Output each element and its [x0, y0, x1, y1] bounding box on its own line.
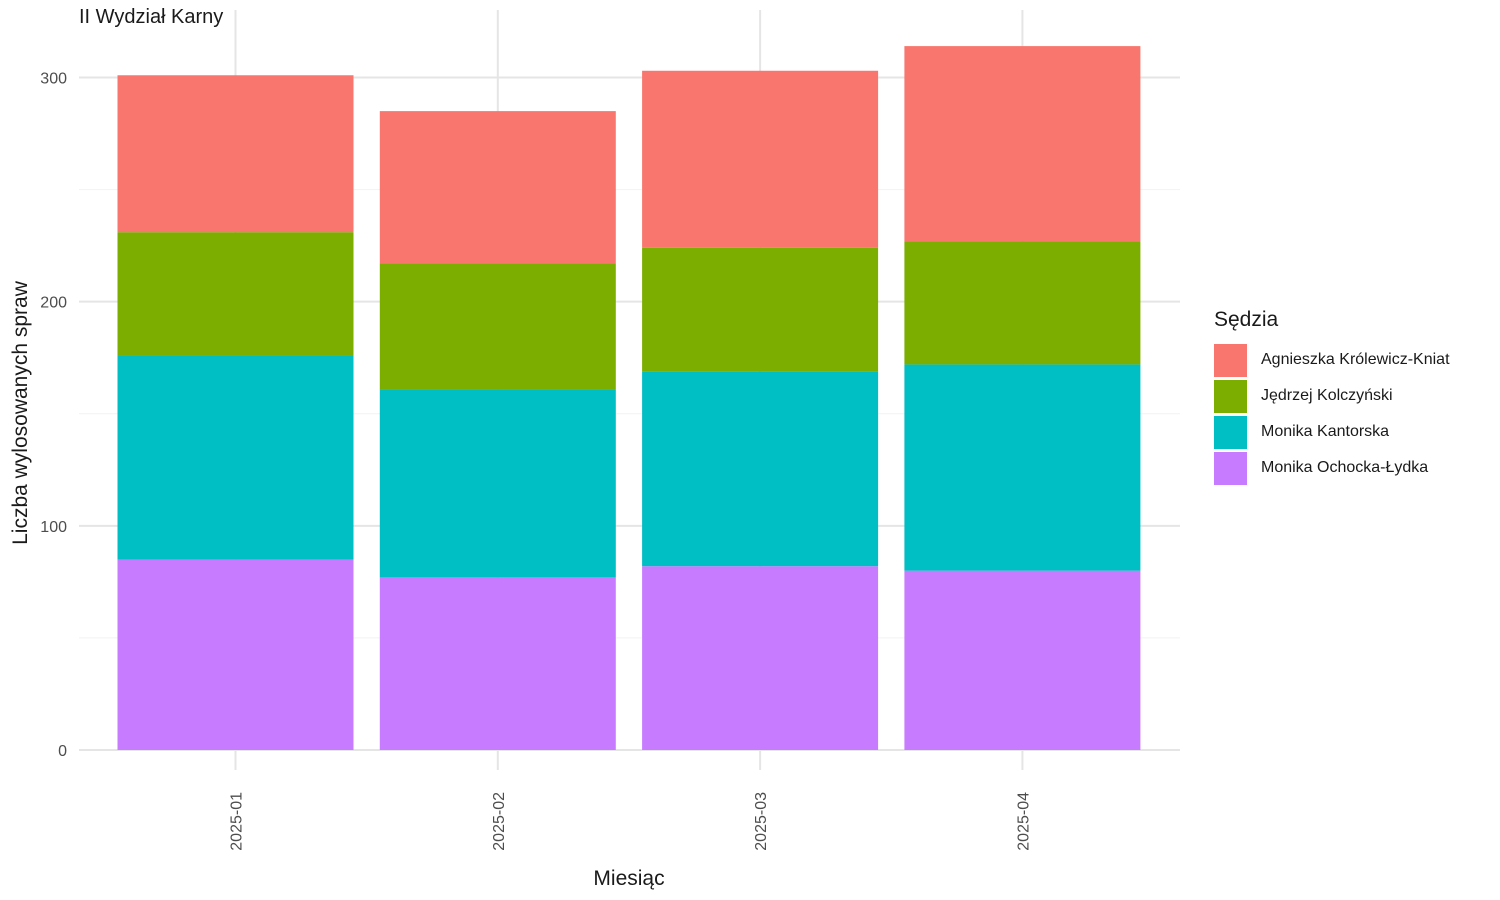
legend-key [1214, 379, 1247, 413]
legend-title: Sędzia [1214, 308, 1279, 331]
bars [117, 46, 1141, 750]
bar-segment [904, 46, 1141, 242]
legend-key [1214, 343, 1247, 377]
y-tick-label: 300 [40, 70, 67, 87]
bar-segment [642, 566, 879, 750]
x-tick-label: 2025-02 [491, 792, 508, 851]
x-axis-label: Miesiąc [593, 867, 664, 890]
bar-segment [642, 371, 879, 567]
legend-items: Agnieszka Królewicz-Kniat Jędrzej Kolczyń… [1214, 342, 1450, 486]
legend-key [1214, 451, 1247, 485]
legend-item: Jędrzej Kolczyński [1214, 378, 1450, 414]
legend-label: Monika Ochocka-Łydka [1261, 459, 1429, 476]
bar-segment [904, 241, 1141, 365]
bar-segment [117, 355, 354, 560]
bar-segment [117, 559, 354, 750]
legend-item: Monika Ochocka-Łydka [1214, 450, 1450, 486]
bar-segment [642, 247, 879, 372]
y-tick-label: 200 [40, 295, 67, 312]
bar-segment [904, 364, 1141, 571]
bar-segment [379, 263, 616, 390]
legend: Sędzia Agnieszka Królewicz-Kniat Jędrzej … [1214, 308, 1450, 486]
x-tick-label: 2025-03 [753, 792, 770, 851]
y-tick-labels: 0 100 200 300 [40, 70, 67, 760]
bar-segment [379, 111, 616, 264]
bar-segment [642, 70, 879, 248]
x-tick-label: 2025-04 [1015, 792, 1032, 851]
y-tick-label: 100 [40, 519, 67, 536]
bar-segment [379, 389, 616, 578]
chart-title: II Wydział Karny [79, 6, 224, 28]
legend-item: Agnieszka Królewicz-Kniat [1214, 342, 1450, 378]
legend-label: Monika Kantorska [1261, 423, 1390, 440]
bar-segment [379, 577, 616, 750]
x-tick-labels: 2025-01 2025-02 2025-03 2025-04 [229, 792, 1033, 851]
legend-label: Agnieszka Królewicz-Kniat [1261, 351, 1450, 368]
y-axis-label: Liczba wylosowanych spraw [9, 280, 32, 545]
x-tick-label: 2025-01 [229, 792, 246, 851]
legend-key [1214, 415, 1247, 449]
bar-segment [117, 75, 354, 233]
bar-segment [904, 570, 1141, 750]
y-tick-label: 0 [58, 743, 67, 760]
bar-segment [117, 232, 354, 356]
legend-item: Monika Kantorska [1214, 414, 1450, 450]
legend-label: Jędrzej Kolczyński [1261, 387, 1393, 404]
